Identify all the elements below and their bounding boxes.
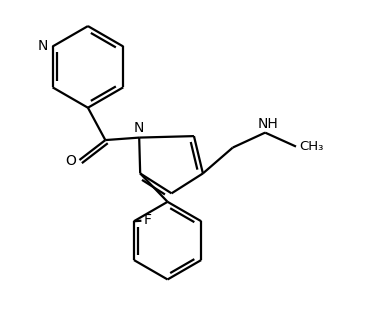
Text: N: N	[38, 40, 48, 54]
Text: F: F	[144, 213, 152, 227]
Text: CH₃: CH₃	[300, 140, 324, 153]
Text: O: O	[66, 154, 76, 168]
Text: N: N	[134, 121, 144, 135]
Text: NH: NH	[258, 117, 278, 131]
